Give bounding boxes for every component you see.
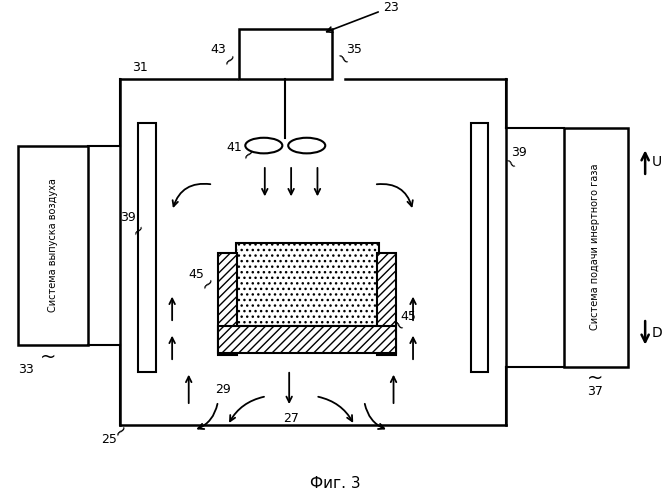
Text: Фиг. 3: Фиг. 3 — [310, 476, 360, 492]
Text: 45: 45 — [189, 268, 205, 281]
Text: U: U — [652, 155, 662, 169]
Text: ~: ~ — [109, 419, 132, 442]
Bar — [377, 253, 397, 355]
Text: ~: ~ — [238, 142, 260, 165]
Text: 31: 31 — [132, 61, 148, 74]
Text: ~: ~ — [218, 48, 241, 71]
Text: 27: 27 — [283, 412, 299, 425]
Text: ~: ~ — [331, 48, 353, 71]
Text: ~: ~ — [128, 220, 148, 239]
Bar — [18, 146, 89, 346]
Text: 39: 39 — [511, 146, 527, 159]
Text: 23: 23 — [382, 0, 399, 14]
Bar — [218, 326, 397, 353]
Text: 37: 37 — [588, 385, 603, 398]
Text: 33: 33 — [18, 364, 34, 376]
Text: ~: ~ — [197, 272, 219, 295]
Text: D: D — [652, 326, 662, 340]
Text: 43: 43 — [210, 44, 226, 57]
Text: ~: ~ — [587, 369, 604, 388]
Bar — [138, 123, 156, 372]
Text: Система выпуска воздуха: Система выпуска воздуха — [48, 178, 58, 312]
Bar — [218, 253, 238, 355]
Text: ~: ~ — [40, 348, 56, 366]
Text: 29: 29 — [215, 383, 231, 396]
Text: 41: 41 — [227, 141, 242, 154]
Text: ~: ~ — [385, 314, 408, 338]
Text: 25: 25 — [101, 432, 117, 446]
Bar — [236, 243, 379, 326]
Text: 39: 39 — [120, 211, 136, 224]
Text: 45: 45 — [400, 310, 416, 322]
Text: Система подачи инертного газа: Система подачи инертного газа — [590, 164, 601, 330]
Bar — [470, 123, 488, 372]
Ellipse shape — [289, 138, 325, 154]
Bar — [564, 128, 627, 367]
Text: 35: 35 — [346, 44, 362, 57]
Bar — [240, 28, 332, 79]
Text: ~: ~ — [500, 154, 519, 174]
Ellipse shape — [246, 138, 282, 154]
